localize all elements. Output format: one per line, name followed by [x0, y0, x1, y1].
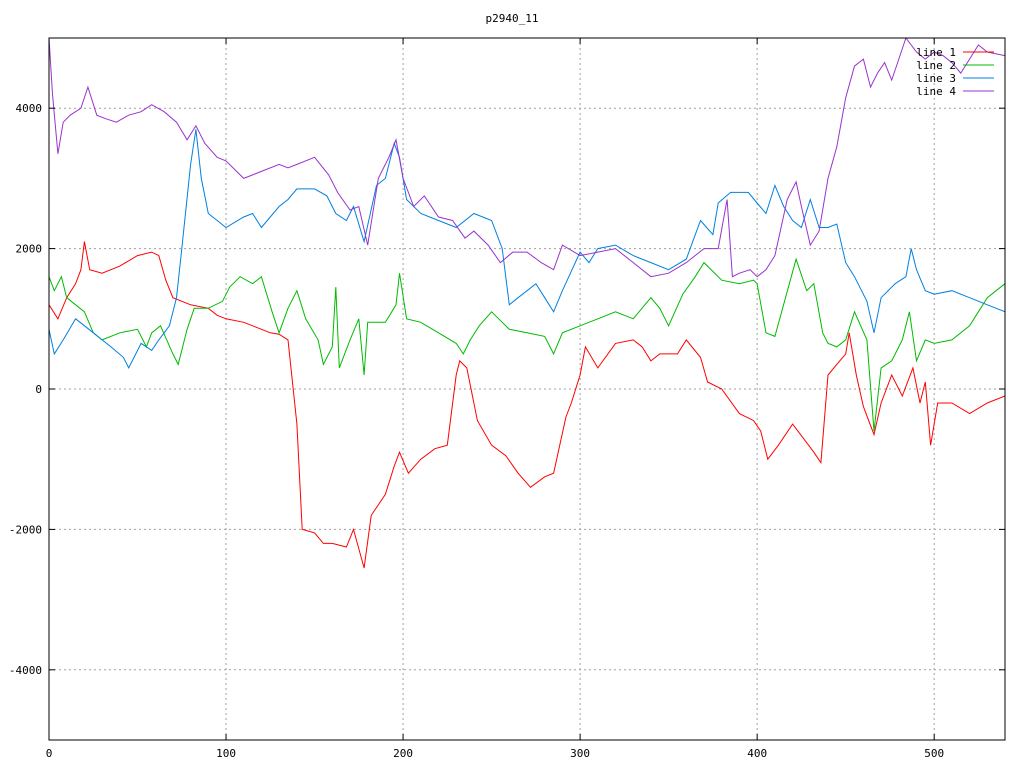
y-tick-label: -2000 — [9, 523, 42, 536]
series-line-3 — [49, 129, 1005, 370]
x-tick-label: 500 — [924, 747, 944, 760]
x-tick-label: 300 — [570, 747, 590, 760]
series-line-4 — [49, 38, 1005, 278]
axis-ticks: 0 100 200 300 400 500 -4000 -2000 0 2000 4000 — [9, 38, 1005, 760]
plot-frame — [48, 37, 1006, 741]
y-tick-label: 4000 — [16, 102, 43, 115]
y-tick-label: 2000 — [16, 243, 43, 256]
series-line-1 — [49, 241, 1005, 569]
chart-title: p2940_11 — [486, 12, 539, 25]
x-tick-label: 100 — [216, 747, 236, 760]
series-line-2 — [49, 257, 1005, 432]
grid — [49, 38, 1005, 740]
legend-label: line 1 — [916, 46, 956, 59]
x-tick-label: 200 — [393, 747, 413, 760]
x-tick-label: 400 — [747, 747, 767, 760]
y-tick-label: 0 — [35, 383, 42, 396]
legend-label: line 4 — [916, 85, 956, 98]
legend-label: line 2 — [916, 59, 956, 72]
series-layer — [49, 38, 1005, 569]
legend-label: line 3 — [916, 72, 956, 85]
x-tick-label: 0 — [46, 747, 53, 760]
y-tick-label: -4000 — [9, 664, 42, 677]
